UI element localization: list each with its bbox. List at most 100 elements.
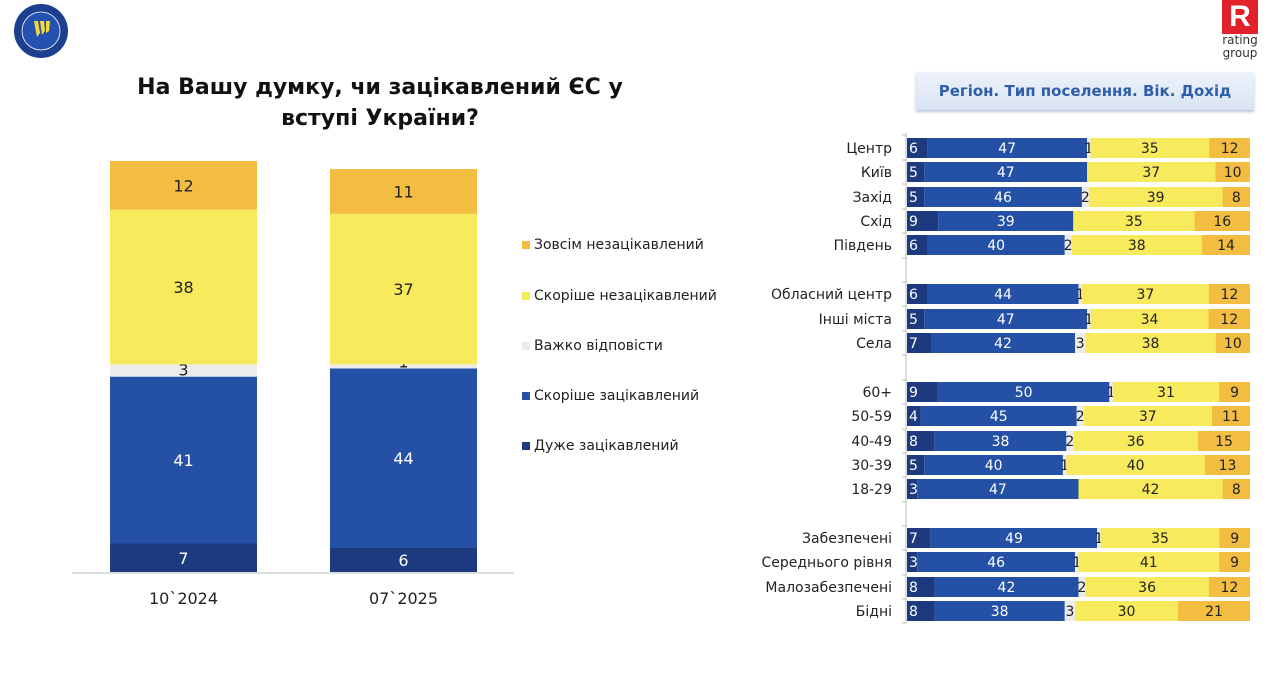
legend-label: Скоріше незацікавлений <box>534 288 717 304</box>
bar-segment <box>1087 162 1216 182</box>
bar-segment <box>907 479 918 499</box>
row-label: 18-29 <box>851 482 892 498</box>
data-label: 8 <box>1232 482 1241 498</box>
bar-segment <box>330 169 477 214</box>
bar-segment <box>907 601 935 621</box>
data-label: 50 <box>1015 385 1033 401</box>
bar-segment <box>1112 382 1220 402</box>
data-label: 41 <box>173 451 193 470</box>
row-label: Обласний центр <box>771 287 892 303</box>
bar-segment <box>1194 211 1250 231</box>
data-label: 9 <box>1230 385 1239 401</box>
row-label: 40-49 <box>851 434 892 450</box>
data-label: 45 <box>990 409 1008 425</box>
bar-segment <box>1208 577 1250 597</box>
bar-segment <box>1064 235 1072 255</box>
legend-swatch <box>522 292 530 300</box>
bar-segment <box>1064 601 1076 621</box>
bar-segment <box>1078 552 1220 572</box>
data-label: 5 <box>909 165 918 181</box>
bar-segment <box>1062 455 1067 475</box>
bar-segment <box>907 528 931 548</box>
row-label: 50-59 <box>851 409 892 425</box>
data-label: 38 <box>1142 336 1160 352</box>
bar-segment <box>330 364 477 369</box>
bar-segment <box>1071 235 1202 255</box>
data-label: 21 <box>1205 604 1223 620</box>
bar-segment <box>1215 333 1250 353</box>
data-label: 12 <box>1221 580 1239 596</box>
bar-segment <box>927 235 1065 255</box>
data-label: 35 <box>1151 531 1169 547</box>
x-tick-label: 10`2024 <box>149 589 218 608</box>
data-label: 37 <box>1142 165 1160 181</box>
bar-segment <box>934 431 1067 451</box>
bar-segment <box>1081 187 1089 207</box>
bar-segment <box>1219 528 1250 548</box>
bar-segment <box>924 187 1082 207</box>
bar-segment <box>1100 528 1220 548</box>
bar-segment <box>1204 455 1250 475</box>
data-label: 3 <box>909 482 918 498</box>
data-label: 38 <box>173 278 193 297</box>
data-label: 3 <box>1076 336 1085 352</box>
bar-segment <box>907 382 938 402</box>
data-label: 1 <box>1076 287 1085 303</box>
data-label: 35 <box>1125 214 1143 230</box>
data-label: 41 <box>1140 555 1158 571</box>
bar-segment <box>1090 309 1209 329</box>
data-label: 7 <box>909 531 918 547</box>
data-label: 6 <box>909 238 918 254</box>
data-label: 5 <box>909 458 918 474</box>
row-label: Села <box>856 336 892 352</box>
data-label: 8 <box>1232 190 1241 206</box>
bar-segment <box>1075 333 1086 353</box>
bar-segment <box>1088 187 1223 207</box>
bar-segment <box>1209 138 1250 158</box>
data-label: 3 <box>1065 604 1074 620</box>
data-label: 10 <box>1224 336 1242 352</box>
row-label: 60+ <box>862 385 892 401</box>
bar-segment <box>924 455 1063 475</box>
legend-label: Важко відповісти <box>534 338 663 354</box>
bar-segment <box>330 368 477 548</box>
data-label: 7 <box>178 549 188 568</box>
bar-segment <box>907 333 932 353</box>
bar-segment <box>330 547 477 572</box>
data-label: 40 <box>985 458 1003 474</box>
legend-label: Зовсім незацікавлений <box>534 237 704 253</box>
bar-segment <box>907 284 928 304</box>
row-label: Центр <box>846 141 892 157</box>
bar-segment <box>907 138 928 158</box>
euam-logo <box>8 3 74 59</box>
bar-segment <box>110 364 257 377</box>
data-label: 46 <box>994 190 1012 206</box>
legend-item-very: Дуже зацікавлений <box>522 438 679 454</box>
bar-segment <box>1076 406 1084 426</box>
bar-segment <box>927 138 1087 158</box>
bar-segment <box>907 235 928 255</box>
bar-segment <box>110 376 257 544</box>
legend-item-rather-not: Скоріше незацікавлений <box>522 288 717 304</box>
bar-segment <box>110 543 257 572</box>
data-label: 2 <box>1064 238 1073 254</box>
data-label: 8 <box>909 434 918 450</box>
legend-item-dk: Важко відповісти <box>522 338 663 354</box>
data-label: 1 <box>1107 385 1116 401</box>
row-label: Середнього рівня <box>761 555 892 571</box>
data-label: 2 <box>1077 580 1086 596</box>
bar-segment <box>110 160 257 210</box>
bar-segment <box>1066 455 1205 475</box>
data-label: 36 <box>1138 580 1156 596</box>
bar-segment <box>1066 431 1074 451</box>
bar-segment <box>1208 309 1250 329</box>
bar-segment <box>1211 406 1250 426</box>
row-label: Схід <box>860 214 892 230</box>
data-label: 8 <box>909 580 918 596</box>
row-label: Київ <box>861 165 892 181</box>
data-label: 3 <box>909 555 918 571</box>
bar-segment <box>1222 187 1250 207</box>
data-label: 12 <box>173 176 193 195</box>
data-label: 4 <box>909 409 918 425</box>
